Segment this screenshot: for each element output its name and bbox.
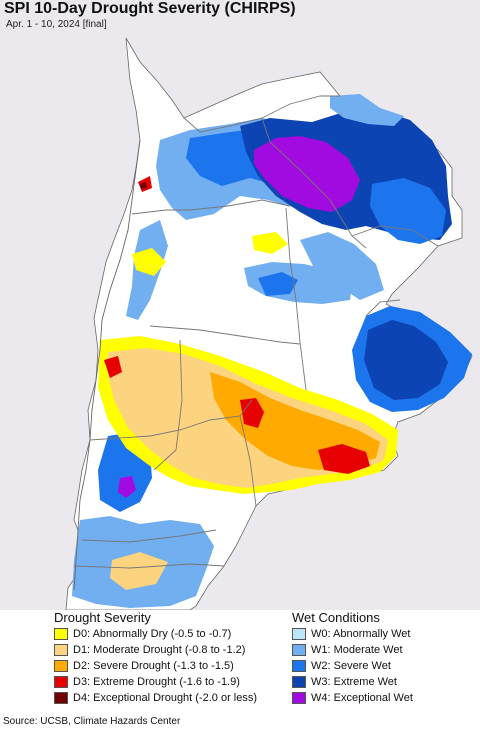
- map-title: SPI 10-Day Drought Severity (CHIRPS): [4, 0, 296, 17]
- legend-label: D2: Severe Drought (-1.3 to -1.5): [73, 660, 234, 672]
- legend-label: W4: Exceptional Wet: [311, 692, 413, 704]
- map-canvas: [0, 0, 480, 610]
- extreme-wet-uruguay: [364, 320, 448, 400]
- drought-d1-patch-patagonia: [110, 552, 168, 590]
- wet-legend-heading: Wet Conditions: [292, 610, 380, 625]
- legend-label: D1: Moderate Drought (-0.8 to -1.2): [73, 644, 246, 656]
- map-subtitle: Apr. 1 - 10, 2024 [final]: [6, 19, 107, 30]
- drought-d3-region-c: [104, 356, 122, 378]
- country-borders: [73, 95, 439, 569]
- drought-legend: Drought Severity D0: Abnormally Dry (-0.…: [54, 610, 290, 706]
- legend-swatch: [292, 692, 306, 704]
- drought-d3-region-a: [318, 444, 370, 474]
- legend-label: W0: Abnormally Wet: [311, 628, 411, 640]
- drought-d0-patch-north: [252, 232, 288, 254]
- wet-zone-litoral: [300, 232, 384, 300]
- legend-swatch: [292, 676, 306, 688]
- wet-zone-northeast-light: [330, 94, 404, 126]
- drought-d3-region-b: [240, 398, 264, 428]
- legend-item-w4: W4: Exceptional Wet: [292, 690, 478, 706]
- legend-swatch: [54, 692, 68, 704]
- legend-item-d3: D3: Extreme Drought (-1.6 to -1.9): [54, 674, 290, 690]
- andes-border: [73, 139, 141, 591]
- wet-zone-central-core: [258, 272, 298, 296]
- source-credit: Source: UCSB, Climate Hazards Center: [3, 716, 181, 727]
- legend-item-d0: D0: Abnormally Dry (-0.5 to -0.7): [54, 626, 290, 642]
- legend-swatch: [292, 644, 306, 656]
- exceptional-wet-andes: [118, 476, 136, 498]
- legend-swatch: [54, 660, 68, 672]
- drought-legend-heading: Drought Severity: [54, 610, 151, 625]
- drought-d0-patch-tucuman: [132, 248, 166, 276]
- legend-item-d1: D1: Moderate Drought (-0.8 to -1.2): [54, 642, 290, 658]
- legend-label: W1: Moderate Wet: [311, 644, 403, 656]
- legend-item-w2: W2: Severe Wet: [292, 658, 478, 674]
- legend-swatch: [54, 644, 68, 656]
- legend-label: W2: Severe Wet: [311, 660, 391, 672]
- legend-swatch: [292, 628, 306, 640]
- drought-d4-region: [140, 182, 147, 189]
- wet-legend: Wet Conditions W0: Abnormally Wet W1: Mo…: [292, 610, 478, 706]
- legend-swatch: [54, 676, 68, 688]
- legend-swatch: [292, 660, 306, 672]
- legend-item-d2: D2: Severe Drought (-1.3 to -1.5): [54, 658, 290, 674]
- legend-item-w0: W0: Abnormally Wet: [292, 626, 478, 642]
- legend-item-w3: W3: Extreme Wet: [292, 674, 478, 690]
- legend-swatch: [54, 628, 68, 640]
- drought-map: SPI 10-Day Drought Severity (CHIRPS) Apr…: [0, 0, 480, 610]
- legend-label: D0: Abnormally Dry (-0.5 to -0.7): [73, 628, 232, 640]
- legend-label: D3: Extreme Drought (-1.6 to -1.9): [73, 676, 240, 688]
- legend-label: W3: Extreme Wet: [311, 676, 397, 688]
- legend-item-d4: D4: Exceptional Drought (-2.0 or less): [54, 690, 290, 706]
- legend-item-w1: W1: Moderate Wet: [292, 642, 478, 658]
- legend-label: D4: Exceptional Drought (-2.0 or less): [73, 692, 258, 704]
- exceptional-wet-paraguay: [254, 136, 360, 212]
